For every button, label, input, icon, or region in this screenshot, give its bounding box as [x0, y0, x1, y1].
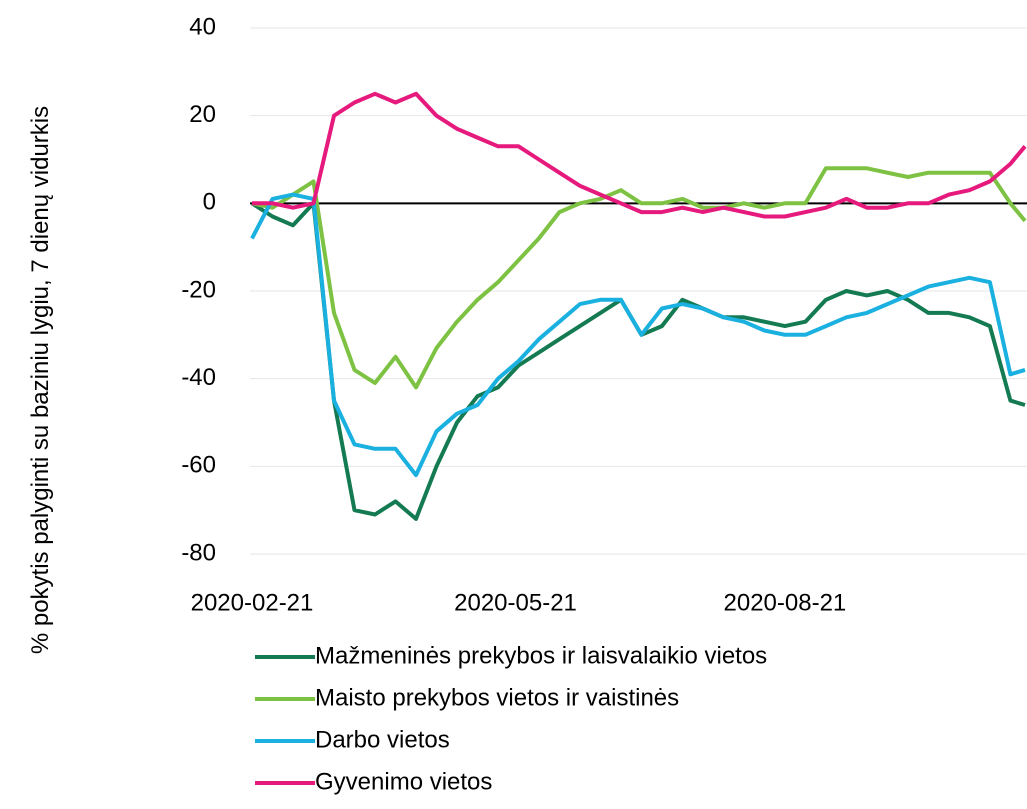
- legend-label: Darbo vietos: [315, 726, 450, 753]
- y-tick-label: -40: [181, 364, 216, 391]
- y-axis-label: % pokytis palyginti su baziniu lygiu, 7 …: [27, 105, 54, 655]
- series-line: [251, 166, 1027, 390]
- legend-label: Maisto prekybos vietos ir vaistinės: [315, 684, 679, 711]
- legend-label: Mažmeninės prekybos ir laisvalaikio viet…: [315, 642, 767, 669]
- y-tick-label: -80: [181, 539, 216, 566]
- x-tick-label: 2020-05-21: [454, 589, 577, 616]
- y-tick-label: 20: [189, 101, 216, 128]
- series-line: [252, 91, 1027, 219]
- y-tick-label: -60: [181, 452, 216, 479]
- series-line: [250, 201, 1026, 521]
- y-tick-label: 0: [203, 189, 216, 216]
- y-tick-label: -20: [181, 276, 216, 303]
- legend-label: Gyvenimo vietos: [315, 768, 492, 795]
- x-tick-label: 2020-08-21: [724, 589, 847, 616]
- y-tick-label: 40: [189, 13, 216, 40]
- series-line: [250, 192, 1026, 478]
- x-tick-label: 2020-02-21: [191, 589, 314, 616]
